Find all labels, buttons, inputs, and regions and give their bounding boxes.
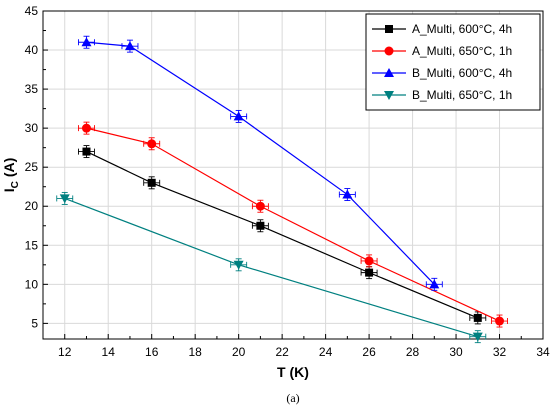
x-tick-label: 20	[232, 345, 246, 359]
data-point	[147, 139, 157, 149]
data-point	[59, 194, 70, 204]
x-tick-label: 24	[319, 345, 333, 359]
data-point	[233, 111, 244, 121]
legend-label: A_Multi, 600°C, 4h	[412, 22, 512, 36]
y-tick-label: 5	[31, 316, 38, 330]
y-tick-label: 40	[25, 43, 39, 57]
legend-item: A_Multi, 650°C, 1h	[372, 44, 512, 58]
data-point	[81, 123, 91, 133]
y-tick-label: 20	[25, 199, 39, 213]
y-axis-title-main: I	[1, 188, 17, 192]
plot-frame	[42, 10, 544, 340]
axis-ticks: 12 14 16 18 20 22 24 26 28 30 32 34 5 10 15 20 25 30 35 40 4…	[25, 4, 550, 359]
y-axis-title: IC (A)	[1, 158, 21, 193]
legend-marker	[384, 46, 394, 56]
data-point	[124, 41, 135, 51]
x-axis-title: T (K)	[277, 364, 309, 380]
data-point	[233, 260, 244, 270]
data-point	[429, 279, 440, 289]
x-tick-label: 12	[58, 345, 72, 359]
legend-marker	[384, 91, 394, 100]
legend-item: B_Multi, 600°C, 4h	[372, 66, 512, 80]
legend-label: A_Multi, 650°C, 1h	[412, 44, 512, 58]
x-tick-label: 34	[536, 345, 550, 359]
x-tick-label: 18	[188, 345, 202, 359]
data-point	[495, 316, 505, 326]
legend-label: B_Multi, 600°C, 4h	[412, 66, 512, 80]
x-tick-label: 22	[275, 345, 289, 359]
y-tick-label: 35	[25, 82, 39, 96]
y-tick-label: 30	[25, 121, 39, 135]
data-point	[342, 189, 353, 199]
y-axis-title-subscript: C	[10, 181, 21, 188]
series-group	[56, 35, 508, 344]
series-2	[78, 121, 508, 328]
x-tick-label: 14	[102, 345, 116, 359]
x-tick-label: 28	[406, 345, 420, 359]
legend-marker	[385, 25, 393, 33]
data-point	[255, 201, 265, 211]
x-tick-label: 30	[449, 345, 463, 359]
y-tick-label: 45	[25, 4, 39, 18]
series-1	[78, 145, 487, 325]
legend: A_Multi, 600°C, 4h A_Multi, 650°C, 1h B_Mu…	[365, 13, 541, 111]
data-point	[256, 221, 265, 230]
figure-caption: (a)	[286, 391, 299, 405]
data-point	[364, 256, 374, 266]
data-point	[82, 147, 91, 156]
y-tick-label: 25	[25, 160, 39, 174]
legend-label: B_Multi, 650°C, 1h	[412, 88, 512, 102]
legend-item: B_Multi, 650°C, 1h	[372, 88, 512, 102]
y-tick-label: 10	[25, 277, 39, 291]
data-point	[473, 313, 482, 322]
legend-box	[365, 13, 541, 111]
series-4	[56, 191, 487, 344]
data-point	[472, 332, 483, 342]
data-point	[147, 178, 156, 187]
x-tick-label: 26	[362, 345, 376, 359]
series-3	[78, 35, 443, 291]
x-tick-label: 16	[145, 345, 159, 359]
data-point	[81, 37, 92, 47]
x-tick-label: 32	[493, 345, 507, 359]
legend-marker	[384, 68, 394, 77]
legend-item: A_Multi, 600°C, 4h	[372, 22, 512, 36]
data-point	[365, 268, 374, 277]
y-axis-title-unit: (A)	[1, 158, 17, 177]
y-tick-label: 15	[25, 238, 39, 252]
